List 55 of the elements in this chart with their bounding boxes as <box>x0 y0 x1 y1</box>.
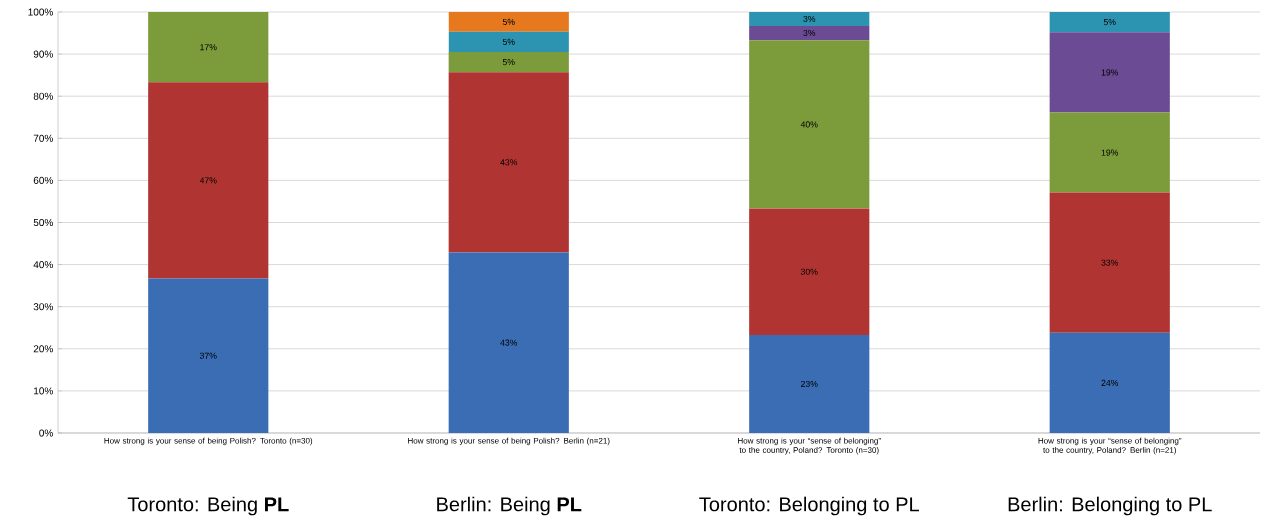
data-label: 30% <box>800 268 818 275</box>
data-label: 5% <box>502 38 515 45</box>
x-tick-label: How strong is your “sense of belonging” to the country, Poland? Berlin (n=21) <box>1038 437 1182 455</box>
bar <box>749 11 870 26</box>
y-tick-label: 90% <box>33 50 53 58</box>
data-label: 40% <box>800 121 818 128</box>
data-label: 33% <box>1101 259 1119 266</box>
data-label: 24% <box>1101 379 1119 386</box>
bar <box>749 40 870 209</box>
text: Berlin: Belonging to PL <box>1008 496 1212 516</box>
data-label: 19% <box>1101 149 1119 156</box>
bar <box>1049 32 1170 113</box>
data-label: 17% <box>200 44 217 51</box>
y-tick-label: 80% <box>33 92 53 100</box>
y-tick-label: 100% <box>28 8 53 16</box>
bar <box>448 11 569 32</box>
bar <box>148 82 269 279</box>
data-label: 43% <box>500 159 518 166</box>
data-label: 19% <box>1101 69 1119 76</box>
bar <box>148 11 269 83</box>
text: Toronto: Belonging to PL <box>699 496 919 516</box>
y-tick-label: 50% <box>33 218 53 227</box>
data-label: 5% <box>1103 19 1116 26</box>
data-label: 43% <box>500 339 518 346</box>
data-label: 5% <box>502 18 515 25</box>
bar <box>448 72 569 253</box>
x-tick-label: How strong is your sense of being Polish? Toronto (n=30) <box>104 437 313 446</box>
bar <box>1049 192 1170 333</box>
x-tick-label: How strong is your sense of being Polish? Berlin (n=21) <box>408 437 610 446</box>
text: Berlin: Being PL <box>437 496 582 516</box>
y-tick-label: 0% <box>39 429 53 437</box>
y-tick-label: 30% <box>33 303 53 311</box>
x-tick-label: How strong is your “sense of belonging” to the country, Poland? Toronto (n=30) <box>738 437 881 455</box>
bar <box>1049 332 1170 433</box>
data-label: 3% <box>803 15 816 23</box>
y-tick-label: 20% <box>33 345 53 353</box>
data-label: 37% <box>199 352 217 359</box>
bar <box>1049 112 1170 193</box>
bar <box>448 51 569 73</box>
bar <box>448 31 569 52</box>
y-tick-label: 40% <box>33 261 53 269</box>
bar <box>448 252 569 433</box>
bar <box>749 208 870 335</box>
bar <box>148 278 269 433</box>
bar <box>1049 11 1170 33</box>
data-label: 5% <box>502 59 515 66</box>
text: Toronto: Being PL <box>127 496 289 516</box>
bar <box>749 25 870 41</box>
bar <box>749 334 870 433</box>
y-tick-label: 60% <box>33 176 53 184</box>
data-label: 3% <box>803 29 816 37</box>
data-label: 47% <box>199 177 217 184</box>
y-tick-label: 70% <box>33 134 53 142</box>
data-label: 23% <box>801 380 818 388</box>
y-tick-label: 10% <box>34 387 53 395</box>
